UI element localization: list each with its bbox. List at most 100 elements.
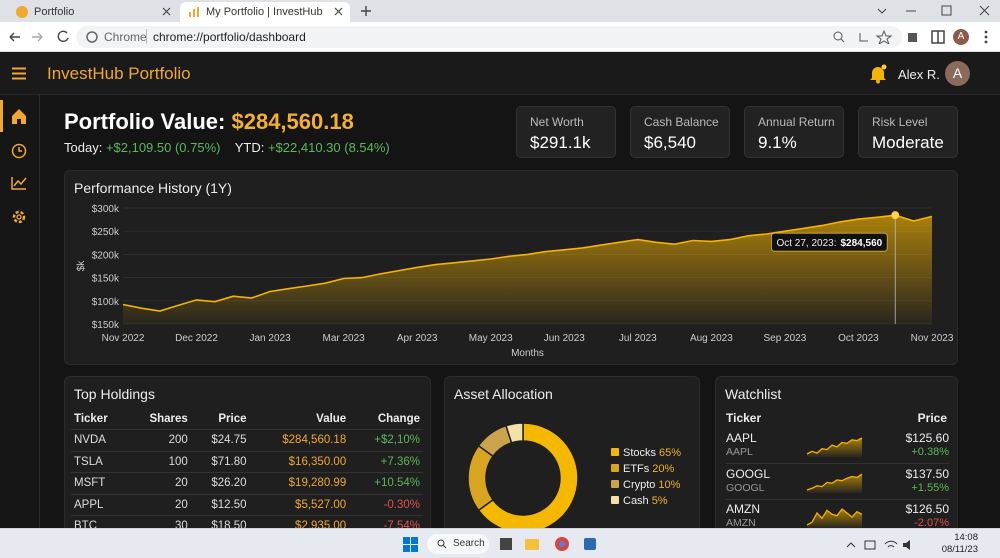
y-tick-label: $150k <box>92 274 120 285</box>
time: 14:08 <box>954 532 978 543</box>
table-cell: $284,560.18 <box>249 429 350 452</box>
ticker-name: AMZN <box>726 517 756 528</box>
toolbar-icons[interactable] <box>906 29 946 45</box>
header-row: Ticker Shares Price Value Change <box>71 408 423 430</box>
label: Today: <box>64 140 103 155</box>
url: chrome://portfolio/dashboard <box>153 30 306 44</box>
clock: 14:08 08/11/23 <box>942 532 978 556</box>
close-icon[interactable] <box>334 7 343 16</box>
search-box[interactable]: Search <box>427 534 489 554</box>
line <box>122 214 933 312</box>
sidebar-icons[interactable] <box>10 107 28 227</box>
holdings-panel: Top Holdings Ticker Shares Price Value Chang… <box>64 376 431 528</box>
sparkline-line <box>806 437 863 455</box>
close-icon[interactable] <box>162 7 171 16</box>
table-cell: NVDA <box>71 429 128 452</box>
user-avatar[interactable]: A <box>945 61 970 86</box>
kpi-card: Cash Balance $6,540 <box>630 106 730 158</box>
panel-title: Watchlist <box>725 386 782 402</box>
sparkline <box>806 437 863 457</box>
watch-item: AMZN AMZN $126.50 -2.07% <box>726 500 949 528</box>
kpi-label: Risk Level <box>872 115 928 129</box>
table-cell: $71.80 <box>190 451 250 473</box>
site-label: Chrome <box>104 30 147 44</box>
table-cell: $19,280.99 <box>249 472 350 495</box>
kpi-value: Moderate <box>872 133 944 152</box>
kpi-value: $291.1k <box>530 133 591 152</box>
column-header: Ticker <box>71 408 128 430</box>
kpi-label: Net Worth <box>530 115 584 129</box>
column-header: Ticker <box>726 411 762 425</box>
separator <box>146 29 147 44</box>
y-tick-label: $250k <box>92 227 120 238</box>
column-header: Shares <box>127 408 191 430</box>
table-cell: $26.20 <box>190 472 250 495</box>
x-tick-label: Apr 2023 <box>397 333 438 344</box>
table-cell: MSFT <box>71 472 128 495</box>
user-name[interactable]: Alex R. <box>898 67 940 82</box>
table-row: TSLA 100 $71.80 $16,350.00 +7.36% <box>71 451 423 473</box>
allocation-panel: Asset Allocation Stocks 65% ETFs 20% Crypto 1… <box>444 376 700 528</box>
tab[interactable]: Portfolio <box>8 2 178 22</box>
tooltip-label: Oct 27, 2023: <box>776 238 836 249</box>
omnibox-icons[interactable] <box>832 30 896 44</box>
ticker-name: AAPL <box>726 446 753 458</box>
brand[interactable]: InvestHub Portfolio <box>47 64 191 83</box>
profile-avatar[interactable]: A <box>953 29 969 45</box>
table-cell: 20 <box>127 494 191 516</box>
legend-value: 65% <box>659 447 681 459</box>
date: 08/11/23 <box>941 544 978 555</box>
table-cell: +7.36% <box>349 451 423 473</box>
app-header: InvestHub Portfolio Alex R. A <box>0 52 1000 95</box>
y-tick-label: $300k <box>92 204 120 215</box>
ticker: AAPL <box>726 431 757 445</box>
taskbar-apps[interactable] <box>497 535 607 553</box>
table-cell: $5,527.00 <box>249 494 350 516</box>
watchlist-panel: Watchlist Ticker Price AAPL AAPL $125.60 +0… <box>715 376 958 528</box>
x-tick-label: Jun 2023 <box>544 333 586 344</box>
tooltip: Oct 27, 2023: $284,560 <box>771 232 888 252</box>
legend-value: 10% <box>658 479 680 491</box>
kpi-card: Annual Return 9.1% <box>744 106 844 158</box>
tab-strip: Portfolio My Portfolio | InvestHub <box>0 0 1000 22</box>
label: YTD: <box>234 140 265 155</box>
tab-active[interactable]: My Portfolio | InvestHub <box>180 2 350 22</box>
table-cell: $18.50 <box>190 515 250 528</box>
sparkline-area <box>807 473 862 493</box>
column-header: Change <box>349 408 423 430</box>
x-tick-label: Jul 2023 <box>619 333 657 344</box>
bell-icon[interactable] <box>868 64 888 84</box>
legend-value: 20% <box>652 463 674 475</box>
x-tick-label: Oct 2023 <box>838 333 879 344</box>
hamburger[interactable] <box>11 67 27 80</box>
price: $125.60 <box>905 431 949 445</box>
menu-icon[interactable] <box>982 29 990 45</box>
sparkline-area <box>807 509 862 528</box>
value: +$2,109.50 (0.75%) <box>105 140 221 155</box>
system-tray[interactable] <box>845 538 920 552</box>
toolbar: Chrome chrome://portfolio/dashboard A <box>0 22 1000 52</box>
legend-label: Crypto <box>623 479 655 491</box>
table-cell: 20 <box>127 472 191 495</box>
value: +$22,410.30 (8.54%) <box>267 140 390 155</box>
legend-label: Stocks <box>623 447 657 459</box>
new-tab[interactable] <box>360 5 372 17</box>
y-tick-label: $150k <box>92 320 120 331</box>
performance-summary: Today: +$2,109.50 (0.75%) YTD: +$22,410.… <box>64 140 390 155</box>
search-label: Search <box>453 538 485 549</box>
kpi-card: Risk Level Moderate <box>858 106 958 158</box>
omnibox[interactable]: Chrome chrome://portfolio/dashboard <box>76 26 902 48</box>
sparkline-line <box>806 472 863 491</box>
start-button[interactable] <box>403 537 418 552</box>
window-controls[interactable] <box>870 4 995 18</box>
column-header: Value <box>249 408 350 430</box>
ticker: GOOGL <box>726 466 771 481</box>
holdings-table: Ticker Shares Price Value Change NVDA 200 $24.7… <box>71 408 423 528</box>
favicon <box>16 6 28 18</box>
x-tick-label: Nov 2023 <box>911 333 954 344</box>
table-cell: BTC <box>71 515 128 528</box>
x-tick-label: May 2023 <box>469 333 513 344</box>
kpi-value: $6,540 <box>644 133 696 152</box>
table-row: MSFT 20 $26.20 $19,280.99 +10.54% <box>71 472 423 495</box>
nav-buttons[interactable] <box>6 29 76 45</box>
